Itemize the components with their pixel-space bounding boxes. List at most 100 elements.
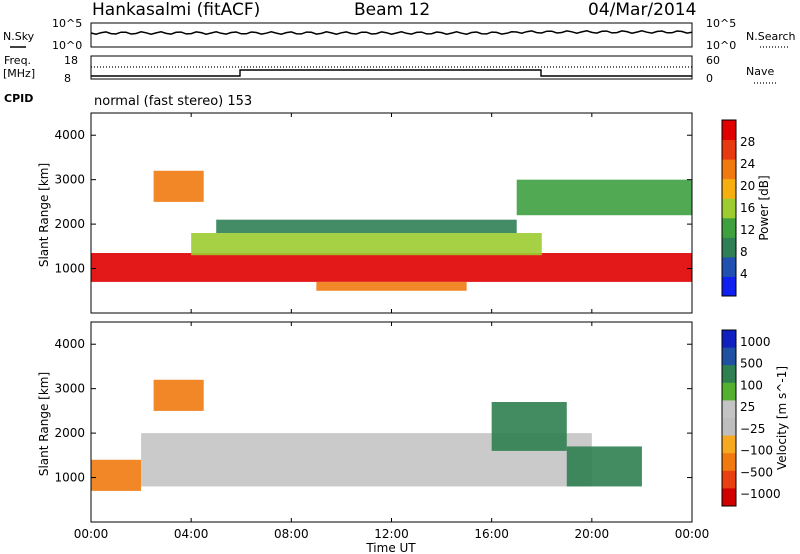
heatmap-band: [91, 253, 692, 282]
heatmap-band: [491, 402, 567, 451]
freq-panel: Freq. [MHz] 18 8 60 0 Nave: [3, 54, 776, 85]
n-sky-tick-bottom: 10^0: [52, 39, 82, 52]
y-tick-label: 4000: [54, 128, 85, 142]
freq-label: Freq.: [4, 54, 31, 67]
velocity-colorbar-cell: [722, 400, 736, 419]
y-tick-label: 3000: [54, 173, 85, 187]
velocity-colorbar-cell: [722, 365, 736, 384]
velocity-colorbar-tick: 25: [740, 400, 755, 414]
n-search-tick-top: 10^5: [706, 17, 736, 30]
x-tick-label: 20:00: [575, 527, 610, 541]
velocity-colorbar: 1000 500 100 25 −25 −100 −500 −1000: [721, 329, 781, 507]
power-colorbar-cell: [722, 237, 736, 258]
y-tick-label: 1000: [54, 471, 85, 485]
velocity-colorbar-label: Velocity [m s^-1]: [775, 366, 789, 470]
velocity-y-ticks: 1000 2000 3000 4000: [54, 337, 692, 485]
velocity-colorbar-frame: [721, 329, 737, 507]
power-colorbar-tick: 28: [740, 135, 755, 149]
y-tick-label: 2000: [54, 426, 85, 440]
date-label: 04/Mar/2014: [588, 0, 696, 20]
cpid-text: normal (fast stereo) 153: [94, 94, 252, 109]
freq-tick-bottom: 8: [64, 72, 71, 85]
x-tick-label: 16:00: [474, 527, 509, 541]
velocity-colorbar-cell: [722, 488, 736, 507]
noise-panel: N.Sky 10^5 10^0 10^5 10^0 N.Search: [3, 17, 796, 52]
y-tick-label: 2000: [54, 217, 85, 231]
heatmap-band: [316, 281, 467, 291]
heatmap-band: [216, 219, 517, 233]
y-tick-label: 3000: [54, 382, 85, 396]
velocity-colorbar-tick: 1000: [740, 335, 771, 349]
n-search-tick-bottom: 10^0: [706, 39, 736, 52]
freq-unit-label: [MHz]: [3, 67, 35, 80]
y-tick-label: 1000: [54, 262, 85, 276]
power-colorbar-tick: 24: [740, 157, 755, 171]
x-tick-label: 00:00: [675, 527, 710, 541]
cpid-label: CPID: [4, 92, 33, 105]
velocity-colorbar-cell: [722, 330, 736, 349]
power-panel: 1000 2000 3000 4000 Slant Range [km] 4 8 12 16…: [37, 112, 771, 314]
power-colorbar-cell: [722, 159, 736, 180]
velocity-frame: [90, 321, 693, 523]
velocity-colorbar-cell: [722, 382, 736, 401]
power-ylabel: Slant Range [km]: [37, 163, 51, 267]
heatmap-band: [153, 379, 204, 411]
velocity-colorbar-cell: [722, 347, 736, 366]
velocity-panel: 1000 2000 3000 4000 Slant Range [km] 1000 50…: [37, 321, 789, 523]
power-colorbar-cell: [722, 178, 736, 199]
power-y-ticks: 1000 2000 3000 4000: [54, 128, 692, 276]
velocity-colorbar-tick: 500: [740, 357, 763, 371]
power-colorbar-tick: 16: [740, 201, 755, 215]
x-tick-label: 04:00: [174, 527, 209, 541]
velocity-colorbar-cell: [722, 418, 736, 437]
x-axis-ticks: 00:00 04:00 08:00 12:00 16:00 20:00 00:00: [74, 113, 710, 541]
heatmap-band: [153, 170, 204, 202]
power-colorbar-cell: [722, 276, 736, 297]
x-tick-label: 08:00: [274, 527, 309, 541]
power-colorbar-tick: 8: [740, 245, 748, 259]
velocity-colorbar-tick: −1000: [740, 487, 781, 501]
n-sky-tick-top: 10^5: [52, 17, 82, 30]
velocity-colorbar-tick: −500: [740, 465, 773, 479]
x-tick-label: 12:00: [374, 527, 409, 541]
nave-tick-bottom: 0: [706, 72, 713, 85]
power-colorbar-tick: 20: [740, 179, 755, 193]
velocity-colorbar-tick: 100: [740, 378, 763, 392]
heatmap-band: [516, 179, 692, 216]
power-colorbar-cell: [722, 198, 736, 219]
power-colorbar-cell: [722, 120, 736, 141]
x-axis-label: Time UT: [365, 541, 416, 554]
velocity-colorbar-cell: [722, 453, 736, 472]
x-tick-label: 00:00: [74, 527, 109, 541]
power-colorbar-cell: [722, 217, 736, 238]
n-search-label: N.Search: [746, 30, 796, 43]
velocity-heatmap: [91, 379, 642, 491]
velocity-colorbar-tick: −25: [740, 422, 765, 436]
freq-line: [91, 69, 692, 77]
power-colorbar-tick: 4: [740, 267, 748, 281]
freq-tick-top: 18: [64, 54, 78, 67]
station-title: Hankasalmi (fitACF): [92, 0, 260, 20]
n-sky-label: N.Sky: [3, 30, 35, 43]
nave-label: Nave: [746, 65, 774, 78]
power-colorbar-frame: [721, 119, 737, 297]
power-heatmap: [91, 170, 692, 291]
nave-tick-top: 60: [706, 54, 720, 67]
power-colorbar-label: Power [dB]: [757, 175, 771, 240]
velocity-ylabel: Slant Range [km]: [37, 372, 51, 476]
velocity-colorbar-tick: −100: [740, 444, 773, 458]
heatmap-band: [191, 233, 542, 256]
velocity-colorbar-cell: [722, 435, 736, 454]
power-colorbar-cell: [722, 139, 736, 160]
power-colorbar-tick: 12: [740, 223, 755, 237]
y-tick-label: 4000: [54, 337, 85, 351]
heatmap-band: [566, 446, 642, 487]
velocity-colorbar-cell: [722, 470, 736, 489]
noise-sky-line: [90, 30, 693, 35]
heatmap-band: [91, 459, 142, 491]
power-colorbar: 4 8 12 16 20 24 28: [721, 119, 755, 297]
power-colorbar-cell: [722, 256, 736, 277]
noise-panel-frame: [90, 22, 693, 48]
beam-label: Beam 12: [354, 0, 430, 20]
